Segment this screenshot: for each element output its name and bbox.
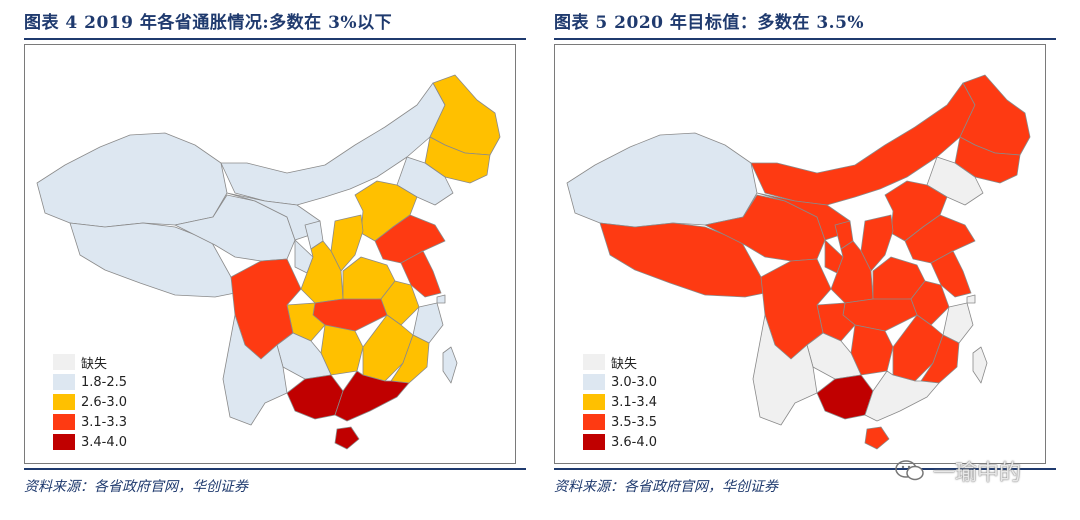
region-taiwan xyxy=(972,346,988,384)
legend-label: 3.4-4.0 xyxy=(81,434,128,450)
chart-title: 图表 4 2019 年各省通胀情况:多数在 3%以下 xyxy=(24,13,393,33)
legend-item: 3.6-4.0 xyxy=(583,432,657,452)
region-guangdong xyxy=(334,370,410,422)
region-guangdong xyxy=(864,370,940,422)
legend-label: 1.8-2.5 xyxy=(81,374,128,390)
legend-item: 3.1-3.4 xyxy=(583,392,657,412)
china-map-2019 xyxy=(36,74,501,450)
legend-label: 3.6-4.0 xyxy=(611,434,658,450)
china-map-2020 xyxy=(566,74,1031,450)
chart-panel-2020: 图表 5 2020 年目标值：多数在 3.5% 缺失 3.0-3.0 3.1-3.4… xyxy=(554,0,1056,520)
region-shandong xyxy=(904,214,976,264)
legend-item: 缺失 xyxy=(53,352,127,372)
map-frame: 缺失 3.0-3.0 3.1-3.4 3.5-3.5 3.6-4.0 xyxy=(554,44,1046,464)
region-zhejiang xyxy=(942,302,974,344)
region-zhejiang xyxy=(412,302,444,344)
wechat-watermark: 一瑜中的 xyxy=(895,455,1021,487)
legend-swatch xyxy=(583,394,605,410)
legend-label: 3.5-3.5 xyxy=(611,414,658,430)
legend-swatch xyxy=(583,354,605,370)
region-hainan xyxy=(864,426,890,450)
region-shanghai xyxy=(436,294,446,304)
legend-label: 3.0-3.0 xyxy=(611,374,658,390)
map-legend: 缺失 1.8-2.5 2.6-3.0 3.1-3.3 3.4-4.0 xyxy=(53,352,127,452)
chart-title: 图表 5 2020 年目标值：多数在 3.5% xyxy=(554,13,865,33)
legend-item: 2.6-3.0 xyxy=(53,392,127,412)
region-xinjiang xyxy=(566,132,758,228)
legend-label: 3.1-3.3 xyxy=(81,414,128,430)
legend-label: 缺失 xyxy=(611,356,638,372)
legend-label: 3.1-3.4 xyxy=(611,394,658,410)
legend-item: 3.5-3.5 xyxy=(583,412,657,432)
legend-swatch xyxy=(583,434,605,450)
region-shanghai xyxy=(966,294,976,304)
source-note: 资料来源：各省政府官网，华创证券 xyxy=(554,479,778,495)
region-hainan xyxy=(334,426,360,450)
map-frame: 缺失 1.8-2.5 2.6-3.0 3.1-3.3 3.4-4.0 xyxy=(24,44,516,464)
source-rule xyxy=(24,468,526,470)
region-guangxi xyxy=(286,374,344,420)
region-taiwan xyxy=(442,346,458,384)
legend-item: 3.4-4.0 xyxy=(53,432,127,452)
legend-swatch xyxy=(53,414,75,430)
map-legend: 缺失 3.0-3.0 3.1-3.4 3.5-3.5 3.6-4.0 xyxy=(583,352,657,452)
legend-item: 3.1-3.3 xyxy=(53,412,127,432)
title-rule xyxy=(554,38,1056,40)
title-rule xyxy=(24,38,526,40)
legend-swatch xyxy=(53,394,75,410)
wechat-icon xyxy=(895,460,924,481)
legend-swatch xyxy=(583,414,605,430)
legend-swatch xyxy=(53,354,75,370)
legend-swatch xyxy=(53,374,75,390)
legend-label: 2.6-3.0 xyxy=(81,394,128,410)
legend-label: 缺失 xyxy=(81,356,108,372)
watermark-text: 一瑜中的 xyxy=(933,461,1022,486)
region-guizhou xyxy=(276,332,332,380)
region-guangxi xyxy=(816,374,874,420)
legend-item: 3.0-3.0 xyxy=(583,372,657,392)
chart-panel-2019: 图表 4 2019 年各省通胀情况:多数在 3%以下 缺失 1.8-2.5 2.6-… xyxy=(24,0,526,520)
source-rule xyxy=(554,468,1056,470)
legend-item: 1.8-2.5 xyxy=(53,372,127,392)
legend-swatch xyxy=(583,374,605,390)
legend-item: 缺失 xyxy=(583,352,657,372)
region-guizhou xyxy=(806,332,862,380)
region-xinjiang xyxy=(36,132,228,228)
region-shandong xyxy=(374,214,446,264)
legend-swatch xyxy=(53,434,75,450)
source-note: 资料来源：各省政府官网，华创证券 xyxy=(24,479,248,495)
